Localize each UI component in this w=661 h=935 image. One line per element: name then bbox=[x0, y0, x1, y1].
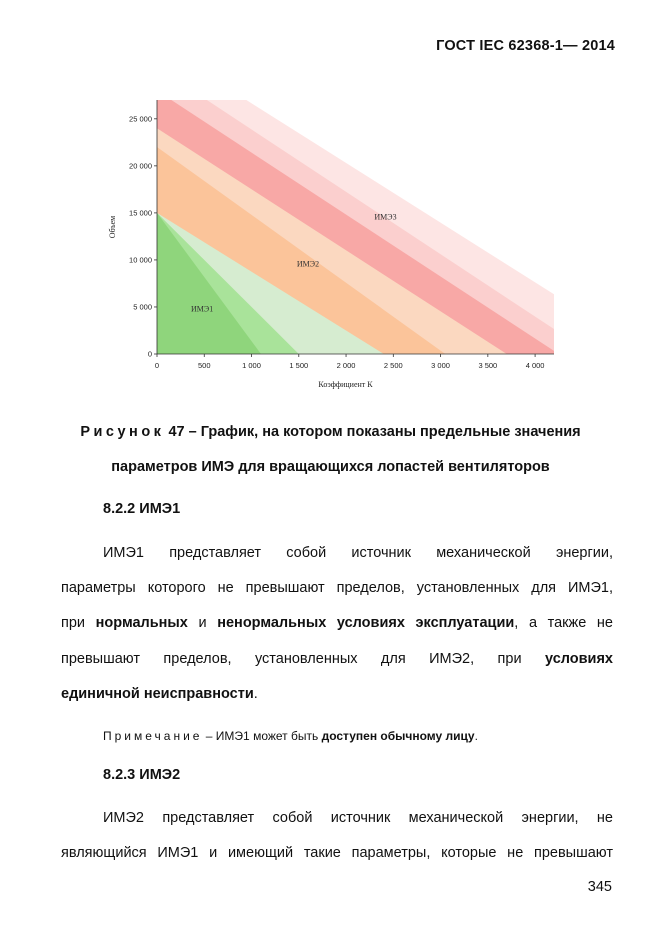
figure-caption-line2: параметров ИМЭ для вращающихся лопастей … bbox=[111, 459, 550, 475]
y-axis-label: Объем bbox=[108, 216, 117, 238]
y-tick-label: 20 000 bbox=[129, 161, 152, 170]
text-run: и bbox=[187, 615, 218, 631]
term-conditions: условиях bbox=[545, 651, 613, 667]
x-tick-label: 1 000 bbox=[242, 361, 261, 370]
document-code-header: ГОСТ IEC 62368-1— 2014 bbox=[436, 38, 615, 54]
y-tick-label: 0 bbox=[148, 350, 152, 359]
term-abnormal-conditions: ненормальных условиях эксплуатации bbox=[217, 615, 515, 631]
section-heading-823: 8.2.3 ИМЭ2 bbox=[103, 767, 181, 783]
page-number: 345 bbox=[587, 879, 612, 895]
paragraph-line: ИМЭ1 представляет собой источник механич… bbox=[103, 545, 613, 561]
paragraph-line: при нормальных и ненормальных условиях э… bbox=[61, 615, 613, 631]
x-tick-label: 1 500 bbox=[289, 361, 308, 370]
paragraph-line: единичной неисправности. bbox=[61, 686, 613, 702]
term-normal: нормальных bbox=[95, 615, 188, 631]
note-term: доступен обычному лицу bbox=[321, 729, 475, 743]
x-tick-label: 500 bbox=[198, 361, 211, 370]
note: Примечание – ИМЭ1 может быть доступен об… bbox=[103, 729, 478, 743]
caption-prefix: Рисунок bbox=[80, 424, 165, 440]
plot-area bbox=[157, 100, 554, 354]
x-tick-label: 3 000 bbox=[431, 361, 450, 370]
x-tick-label: 2 500 bbox=[384, 361, 403, 370]
paragraph-line: параметры которого не превышают пределов… bbox=[61, 580, 613, 596]
term-single-fault: единичной неисправности bbox=[61, 686, 254, 702]
x-tick-label: 3 500 bbox=[478, 361, 497, 370]
section-heading-822: 8.2.2 ИМЭ1 bbox=[103, 501, 181, 517]
y-tick-label: 10 000 bbox=[129, 255, 152, 264]
text-run: при bbox=[61, 615, 96, 631]
chart-svg: ИМЭ1 ИМЭ2 ИМЭ3 0 500 1 000 1 500 2 000 2 500 3 00… bbox=[108, 100, 554, 389]
region-band-1 bbox=[157, 212, 261, 354]
x-tick-label: 2 000 bbox=[337, 361, 356, 370]
note-text: – ИМЭ1 может быть bbox=[202, 729, 322, 743]
mechanical-energy-chart: ИМЭ1 ИМЭ2 ИМЭ3 0 500 1 000 1 500 2 000 2 500 3 00… bbox=[100, 92, 560, 402]
region-label: ИМЭ1 bbox=[191, 305, 213, 314]
paragraph-line: превышают пределов, установленных для ИМ… bbox=[61, 651, 613, 667]
note-label: Примечание bbox=[103, 729, 203, 743]
x-axis-label: Коэффициент К bbox=[318, 380, 373, 389]
region-label: ИМЭ2 bbox=[297, 260, 319, 269]
x-tick-label: 0 bbox=[155, 361, 159, 370]
paragraph-line: ИМЭ2 представляет собой источник механич… bbox=[103, 810, 613, 826]
figure-caption-line1: Рисунок 47 – График, на котором показаны… bbox=[0, 424, 661, 440]
caption-text: 47 – График, на котором показаны предель… bbox=[168, 424, 581, 440]
y-tick-label: 15 000 bbox=[129, 208, 152, 217]
note-text-end: . bbox=[474, 729, 478, 743]
text-run: , а также не bbox=[514, 615, 613, 631]
y-tick-label: 25 000 bbox=[129, 114, 152, 123]
paragraph-line: являющийся ИМЭ1 и имеющий такие параметр… bbox=[61, 845, 613, 861]
text-run: . bbox=[253, 686, 258, 702]
x-tick-label: 4 000 bbox=[526, 361, 545, 370]
y-tick-label: 5 000 bbox=[133, 302, 152, 311]
text-run: превышают пределов, установленных для ИМ… bbox=[61, 651, 545, 667]
region-label: ИМЭ3 bbox=[374, 212, 396, 221]
